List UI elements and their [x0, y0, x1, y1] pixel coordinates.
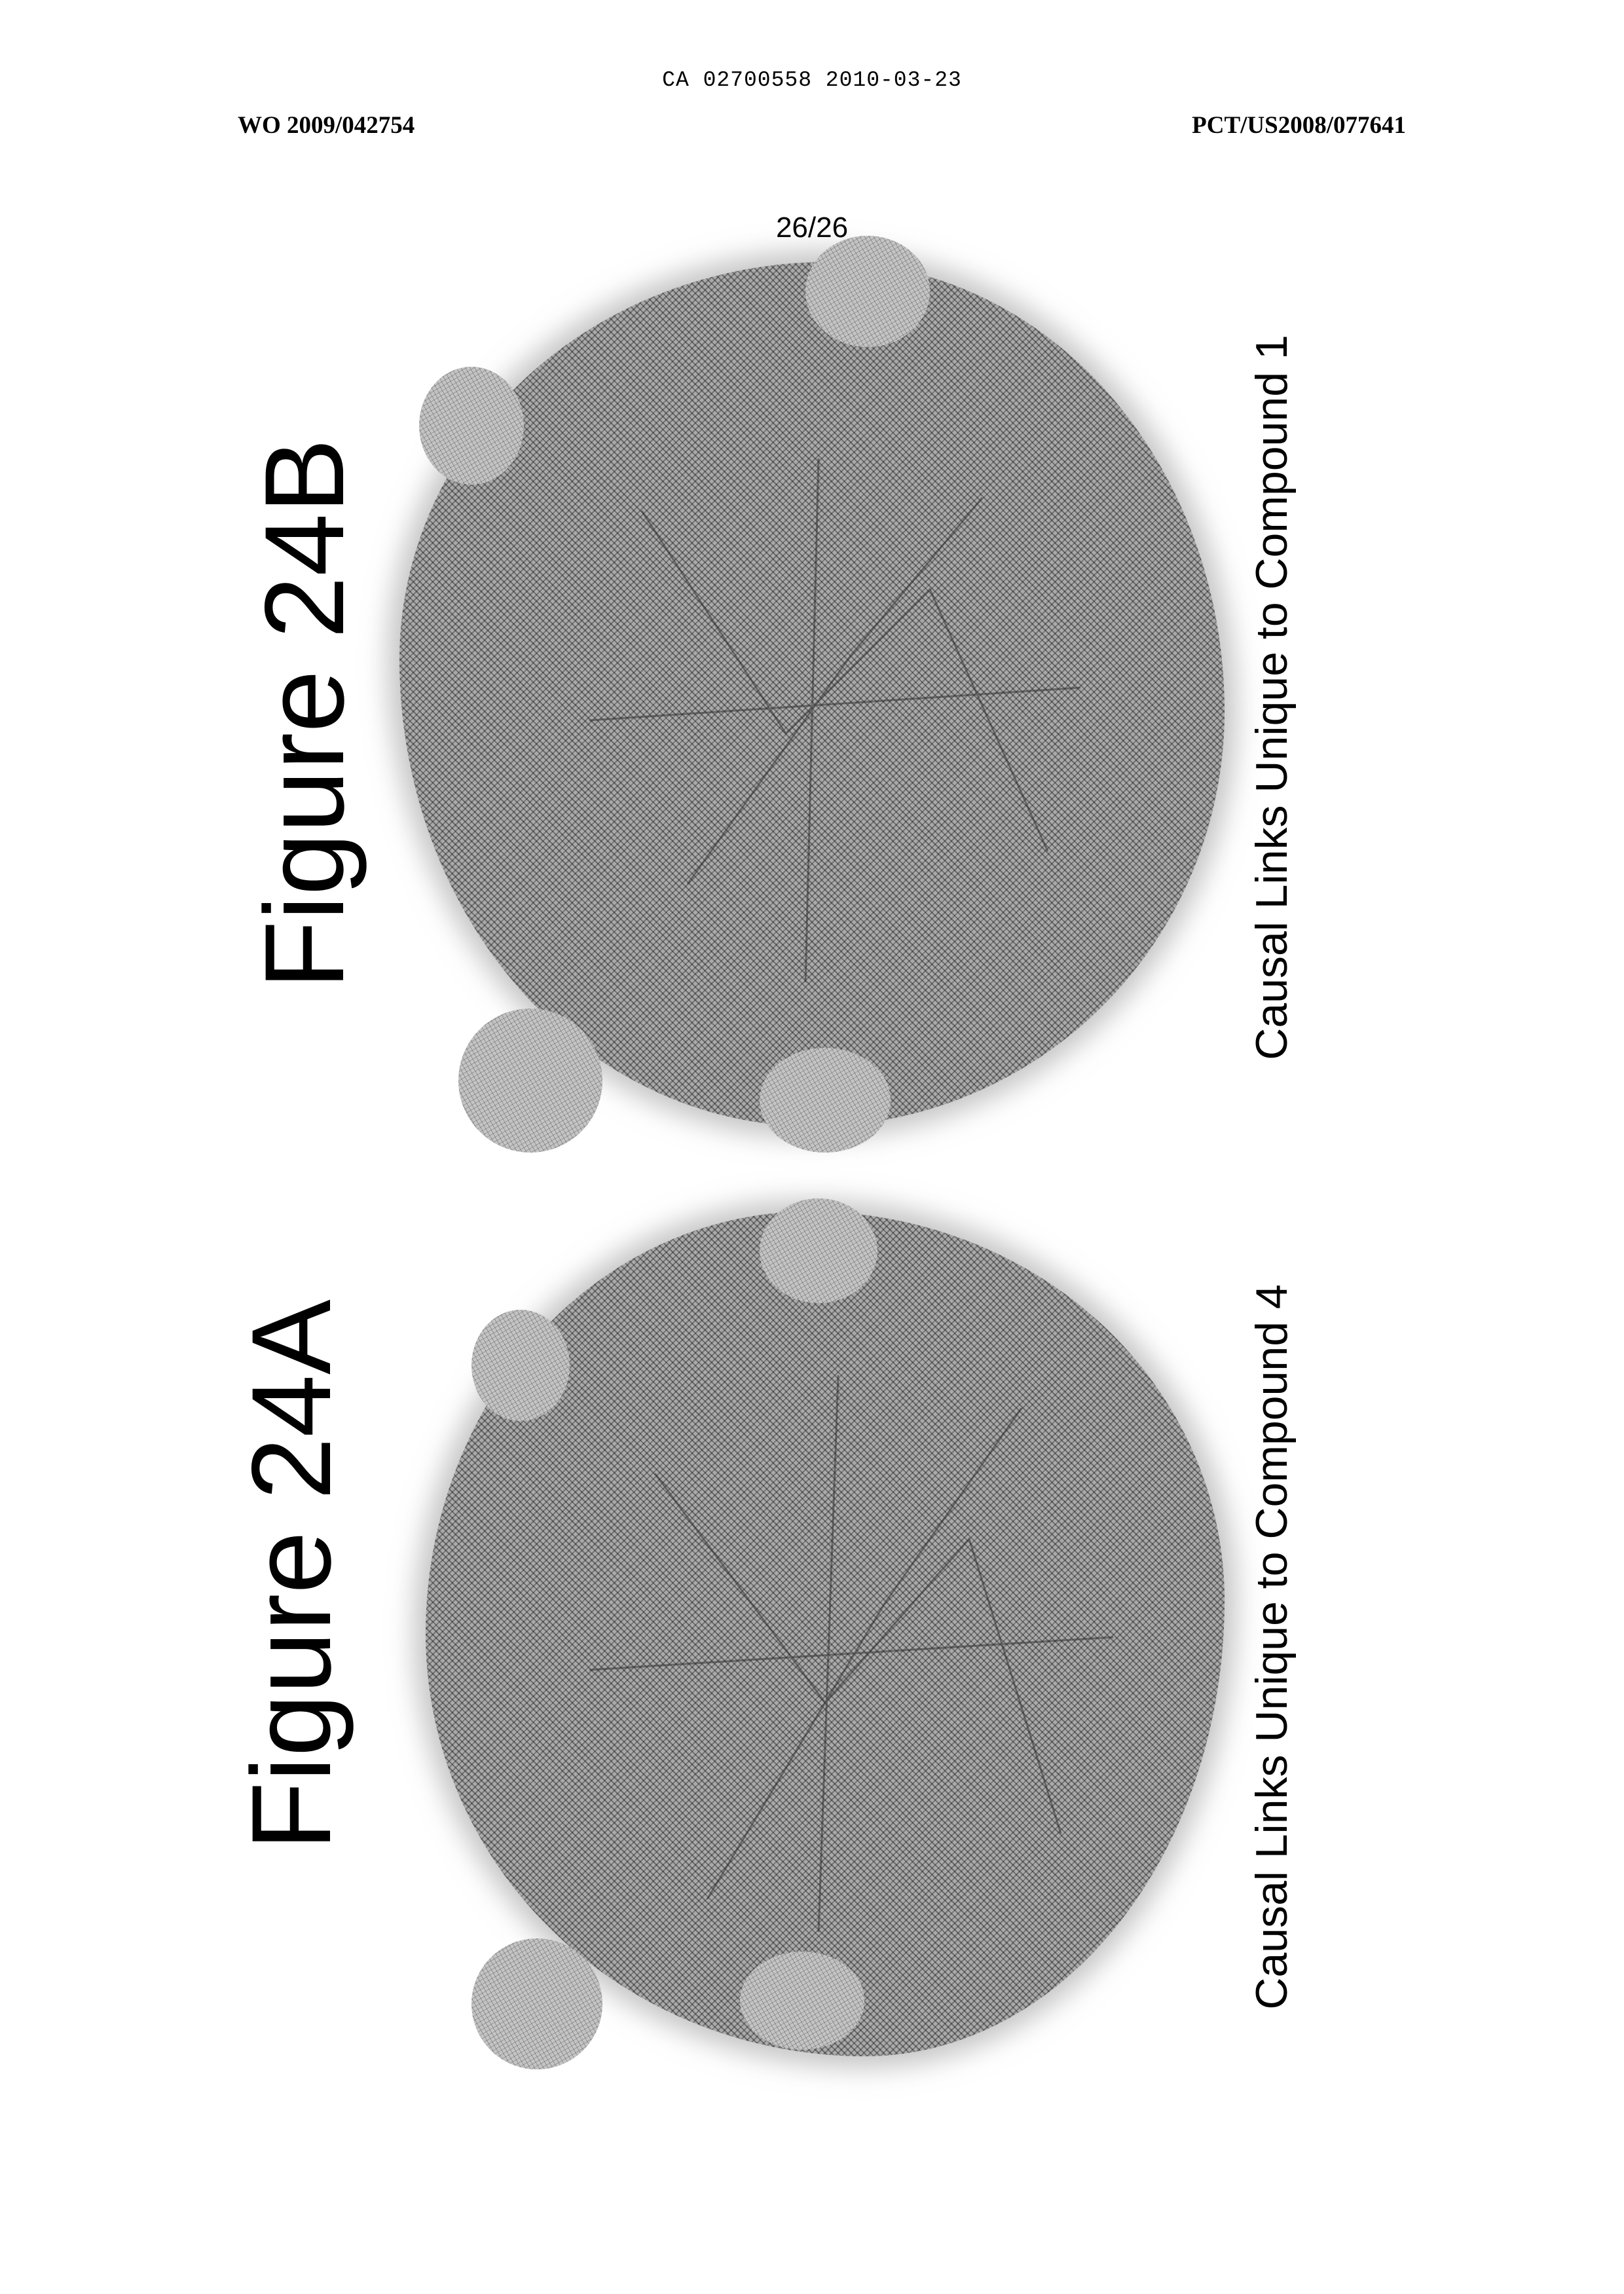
- network-link-lines: [0, 0, 1624, 2294]
